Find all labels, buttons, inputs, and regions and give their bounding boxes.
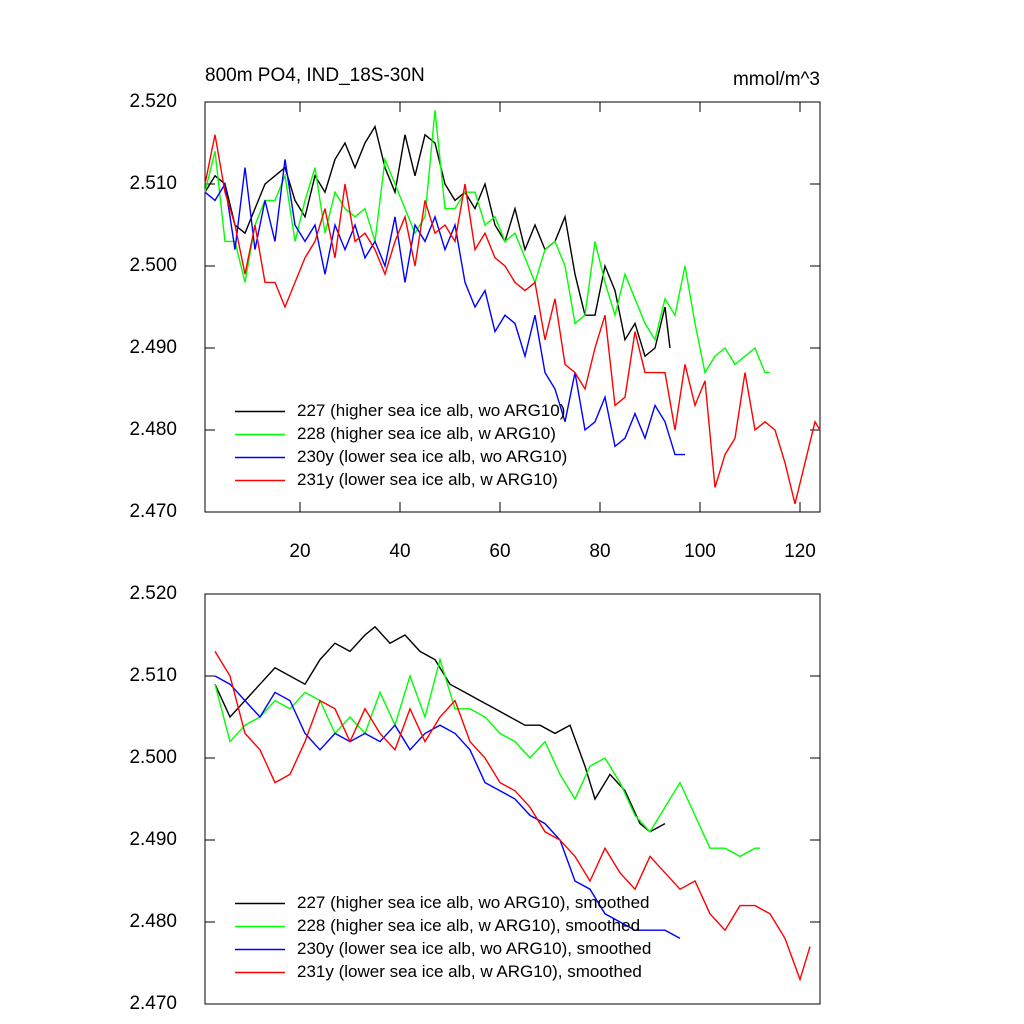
y-tick-label: 2.470 [129, 501, 177, 522]
series-line [204, 110, 770, 375]
y-tick-label: 2.490 [129, 337, 177, 358]
legend-label: 230y (lower sea ice alb, wo ARG10), smoo… [297, 939, 651, 958]
x-tick-label: 40 [389, 541, 410, 562]
y-tick-label: 2.500 [129, 747, 177, 768]
y-tick-label: 2.510 [129, 665, 177, 686]
legend-label: 231y (lower sea ice alb, w ARG10) [297, 470, 558, 489]
legend-label: 227 (higher sea ice alb, wo ARG10), smoo… [297, 893, 649, 912]
x-tick-label: 120 [784, 541, 816, 562]
plot-frame [204, 593, 821, 1005]
legend: 227 (higher sea ice alb, wo ARG10), smoo… [235, 893, 651, 981]
y-tick-label: 2.520 [129, 583, 177, 604]
y-tick-label: 2.490 [129, 829, 177, 850]
x-tick-label: 60 [489, 541, 510, 562]
x-tick-label: 20 [289, 541, 310, 562]
plot-frame [204, 101, 821, 513]
y-tick-label: 2.470 [129, 993, 177, 1014]
series-line [214, 657, 760, 858]
x-tick-label: 100 [684, 541, 716, 562]
legend-label: 228 (higher sea ice alb, w ARG10), smoot… [297, 916, 640, 935]
y-tick-label: 2.520 [129, 91, 177, 112]
legend-label: 231y (lower sea ice alb, w ARG10), smoot… [297, 962, 642, 981]
series-line [214, 625, 666, 833]
y-tick-label: 2.500 [129, 255, 177, 276]
legend-label: 228 (higher sea ice alb, w ARG10) [297, 424, 556, 443]
y-tick-label: 2.480 [129, 911, 177, 932]
y-tick-label: 2.480 [129, 419, 177, 440]
series-line [214, 675, 681, 940]
chart-title: 800m PO4, IND_18S-30N [205, 65, 425, 86]
series-line [204, 134, 821, 504]
x-tick-label: 80 [589, 541, 610, 562]
legend-label: 230y (lower sea ice alb, wo ARG10) [297, 447, 567, 466]
legend: 227 (higher sea ice alb, wo ARG10) 228 (h… [235, 401, 567, 489]
series-line [204, 159, 685, 456]
legend-label: 227 (higher sea ice alb, wo ARG10) [297, 401, 565, 420]
series-line [214, 651, 811, 982]
unit-label: mmol/m^3 [733, 69, 820, 90]
y-tick-label: 2.510 [129, 173, 177, 194]
